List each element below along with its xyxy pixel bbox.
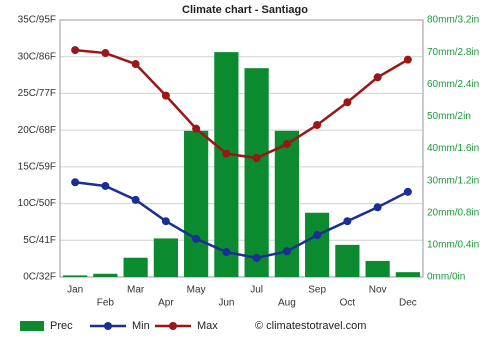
y-tick-label: 10C/50F	[18, 198, 56, 209]
y-tick-label: 5C/41F	[23, 235, 56, 246]
marker	[161, 91, 170, 100]
marker	[403, 55, 412, 64]
y2-tick-label: 10mm/0.4in	[427, 240, 479, 251]
marker	[71, 46, 80, 55]
line	[74, 181, 409, 260]
bar	[153, 238, 178, 277]
marker	[222, 149, 231, 158]
marker	[222, 248, 231, 257]
y-tick-label: 35C/95F	[18, 15, 56, 26]
marker	[343, 98, 352, 107]
y2-tick-label: 30mm/1.2in	[427, 175, 479, 186]
y2-tick-label: 50mm/2in	[427, 111, 471, 122]
marker	[131, 60, 140, 69]
marker	[282, 140, 291, 149]
chart-title: Climate chart - Santiago	[182, 4, 308, 16]
marker	[131, 195, 140, 204]
legend-swatch	[104, 322, 112, 330]
y2-tick-label: 0mm/0in	[427, 272, 465, 283]
y-tick-label: 20C/68F	[18, 125, 56, 136]
x-tick-label: Jul	[250, 285, 263, 296]
legend-swatch	[169, 322, 177, 330]
y-tick-label: 15C/59F	[18, 161, 56, 172]
bar	[214, 52, 239, 277]
bar	[184, 130, 209, 277]
bar	[123, 257, 148, 277]
y2-tick-label: 80mm/3.2in	[427, 15, 479, 26]
bar	[335, 244, 360, 277]
x-tick-label: Sep	[308, 285, 326, 296]
y2-tick-label: 60mm/2.4in	[427, 79, 479, 90]
marker	[313, 231, 322, 240]
bar	[365, 260, 390, 277]
y-tick-label: 0C/32F	[23, 272, 56, 283]
x-tick-label: Mar	[127, 285, 145, 296]
y-tick-label: 30C/86F	[18, 51, 56, 62]
marker	[192, 234, 201, 243]
x-tick-label: Jan	[67, 285, 83, 296]
bar	[305, 212, 330, 277]
legend-label: Max	[197, 320, 218, 332]
marker	[101, 49, 110, 58]
marker	[252, 253, 261, 262]
x-tick-label: Feb	[97, 298, 115, 309]
marker	[161, 217, 170, 226]
x-tick-label: Oct	[340, 298, 356, 309]
marker	[343, 217, 352, 226]
x-tick-label: May	[187, 285, 206, 296]
marker	[313, 121, 322, 130]
marker	[252, 154, 261, 163]
marker	[403, 187, 412, 196]
x-tick-label: Apr	[158, 298, 174, 309]
bar	[93, 273, 118, 277]
marker	[373, 203, 382, 212]
marker	[373, 73, 382, 82]
bar	[63, 275, 88, 277]
legend-label: Prec	[50, 320, 73, 332]
x-tick-label: Dec	[399, 298, 417, 309]
bar	[395, 272, 420, 277]
bar	[244, 68, 269, 277]
y-tick-label: 25C/77F	[18, 88, 56, 99]
y2-tick-label: 20mm/0.8in	[427, 207, 479, 218]
legend-swatch	[20, 321, 44, 331]
marker	[101, 181, 110, 190]
x-tick-label: Nov	[369, 285, 387, 296]
marker	[71, 178, 80, 187]
line	[75, 48, 409, 160]
y2-tick-label: 70mm/2.8in	[427, 47, 479, 58]
x-tick-label: Aug	[278, 298, 296, 309]
marker	[282, 247, 291, 256]
legend-label: Min	[132, 320, 150, 332]
plot-frame	[59, 19, 424, 278]
marker	[192, 124, 201, 133]
credit: © climatestotravel.com	[255, 320, 366, 332]
y2-tick-label: 40mm/1.6in	[427, 143, 479, 154]
x-tick-label: Jun	[218, 298, 234, 309]
